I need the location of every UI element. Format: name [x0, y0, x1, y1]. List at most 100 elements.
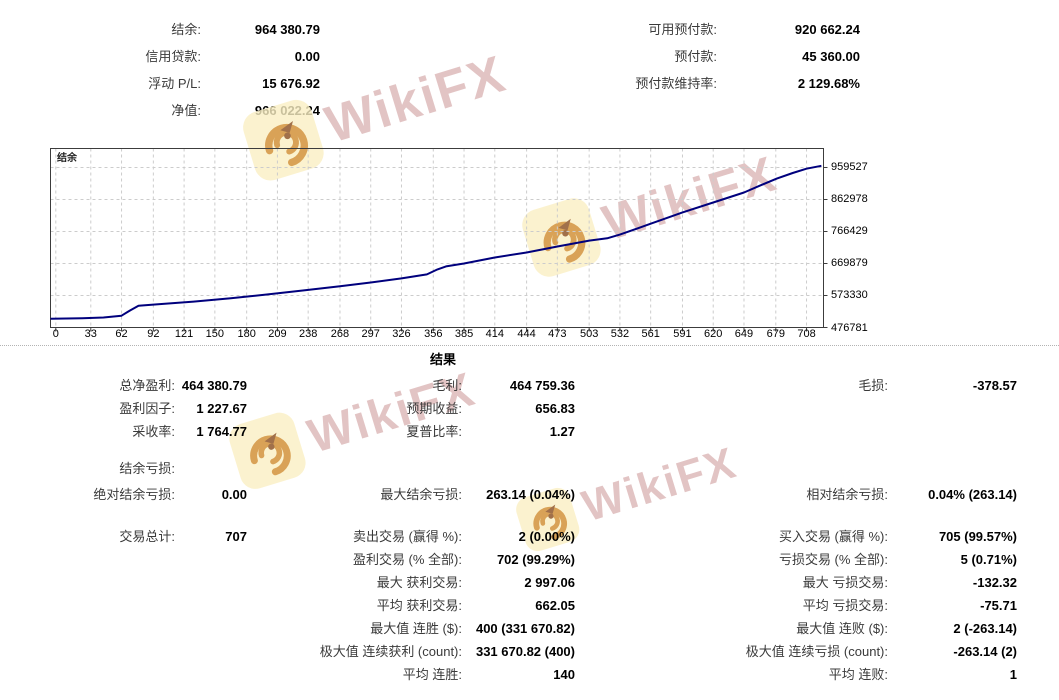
results-header: 结果: [429, 352, 456, 367]
stat-value: [175, 457, 247, 480]
stat-label: 毛利:: [432, 378, 462, 393]
stat-row: 绝对结余亏损: 0.00 最大结余亏损: 263.14 (0.04%) 相对结余亏损: 0…: [0, 483, 1059, 506]
stat-value: [175, 640, 247, 663]
stat-value: 656.83: [535, 401, 575, 416]
stat-value: -75.71: [980, 598, 1017, 613]
summary-label: 可用预付款:: [648, 22, 717, 37]
stat-value: [175, 617, 247, 640]
stat-label: 卖出交易 (赢得 %):: [352, 529, 462, 544]
stat-label: 盈利交易 (% 全部):: [352, 552, 462, 567]
summary-row: 预付款维持率: 2 129.68%: [530, 70, 860, 97]
stat-value: [888, 457, 1017, 480]
x-tick-label: 620: [704, 328, 723, 340]
x-tick-label: 121: [174, 328, 194, 340]
stat-label: 毛损:: [858, 378, 888, 393]
stat-row: 结余亏损:: [0, 457, 1059, 480]
x-tick-label: 326: [392, 328, 411, 340]
stat-value: 1: [1009, 667, 1017, 682]
summary-row: 浮动 P/L: 15 676.92: [0, 70, 320, 97]
summary-value: 920 662.24: [794, 22, 860, 37]
y-tick-label: 573330: [831, 289, 868, 302]
stat-label: 极大值 连续获利 (count):: [319, 644, 462, 659]
stat-row: 最大 获利交易: 2 997.06 最大 亏损交易: -132.32: [0, 571, 1059, 594]
stat-value: 702 (99.29%): [496, 552, 575, 567]
summary-row: 预付款: 45 360.00: [530, 43, 860, 70]
balance-chart: 结余 0 33 62 92 121 150 180 209 238 268 297 326 356 385…: [0, 140, 1059, 346]
stat-value: [175, 594, 247, 617]
x-tick-label: 92: [147, 328, 160, 340]
stat-value: 2 997.06: [524, 575, 575, 590]
wikifx-watermark-text: WikiFX: [318, 44, 513, 155]
stat-label: 绝对结余亏损:: [93, 487, 175, 502]
stat-value: [175, 663, 247, 686]
stat-value: 1 227.67: [196, 401, 247, 416]
stat-label: [575, 420, 888, 443]
stat-label: 交易总计:: [119, 529, 175, 544]
stat-label: 亏损交易 (% 全部):: [778, 552, 888, 567]
stat-value: -378.57: [972, 378, 1017, 393]
stat-label: [0, 617, 175, 640]
stat-value: 1.27: [549, 424, 575, 439]
stat-value: 0.04% (263.14): [928, 487, 1017, 502]
stat-label: 相对结余亏损:: [806, 487, 888, 502]
stat-value: 2 (-263.14): [953, 621, 1017, 636]
summary-label: 净值:: [171, 103, 201, 118]
stat-value: [175, 548, 247, 571]
stat-value: [888, 397, 1017, 420]
x-tick-label: 62: [115, 328, 128, 340]
stat-label: 平均 获利交易:: [376, 598, 462, 613]
x-tick-label: 268: [330, 328, 350, 340]
stat-row: 盈利因子: 1 227.67 预期收益: 656.83: [0, 397, 1059, 420]
stat-label: 买入交易 (赢得 %):: [778, 529, 888, 544]
stat-row: 采收率: 1 764.77 夏普比率: 1.27: [0, 420, 1059, 443]
summary-value: 0.00: [294, 49, 320, 64]
stat-value: 1 764.77: [196, 424, 247, 439]
x-tick-label: 414: [485, 328, 504, 340]
stat-value: 2 (0.00%): [518, 529, 575, 544]
stat-label: 最大结余亏损:: [380, 487, 462, 502]
stat-label: 采收率:: [132, 424, 175, 439]
stat-row: 总净盈利: 464 380.79 毛利: 464 759.36 毛损: -378.57: [0, 374, 1059, 397]
stat-row: 最大值 连胜 ($): 400 (331 670.82) 最大值 连败 ($): 2 …: [0, 617, 1059, 640]
summary-row: 结余: 964 380.79: [0, 16, 320, 43]
x-tick-label: 209: [268, 328, 287, 340]
x-tick-label: 356: [424, 328, 443, 340]
stat-label: 结余亏损:: [119, 461, 175, 476]
summary-row: 可用预付款: 920 662.24: [530, 16, 860, 43]
stat-value: [888, 420, 1017, 443]
summary-row: 信用贷款: 0.00: [0, 43, 320, 70]
stat-row: 平均 连胜: 140 平均 连败: 1: [0, 663, 1059, 686]
summary-label: 结余:: [171, 22, 201, 37]
stat-label: [0, 594, 175, 617]
summary-left-block: 结余: 964 380.79 信用贷款: 0.00 浮动 P/L: 15 676.92 净值…: [0, 16, 320, 124]
y-tick-label: 862978: [831, 193, 868, 206]
stat-value: -263.14 (2): [953, 644, 1017, 659]
y-tick-label: 669879: [831, 257, 868, 270]
stat-label: [0, 640, 175, 663]
x-tick-label: 591: [673, 328, 692, 340]
summary-label: 信用贷款:: [145, 49, 201, 64]
y-tick-label: 476781: [831, 321, 868, 334]
stat-row: 盈利交易 (% 全部): 702 (99.29%) 亏损交易 (% 全部): 5 (0…: [0, 548, 1059, 571]
stat-value: 331 670.82 (400): [475, 644, 575, 659]
summary-label: 预付款:: [674, 49, 717, 64]
y-tick-label: 766429: [831, 225, 868, 238]
stat-label: 最大值 连败 ($):: [796, 621, 888, 636]
summary-value: 45 360.00: [802, 49, 860, 64]
stat-label: [575, 457, 888, 480]
x-tick-label: 649: [734, 328, 754, 340]
x-tick-label: 297: [361, 328, 380, 340]
stat-value: 705 (99.57%): [938, 529, 1017, 544]
stat-value: 662.05: [535, 598, 575, 613]
stat-row: 交易总计: 707 卖出交易 (赢得 %): 2 (0.00%) 买入交易 (赢得 %)…: [0, 525, 1059, 548]
x-tick-label: 150: [205, 328, 225, 340]
stat-value: 140: [553, 667, 575, 682]
summary-value: 966 022.24: [254, 103, 320, 118]
x-tick-label: 180: [237, 328, 256, 340]
stat-value: [462, 457, 575, 480]
stat-label: 平均 亏损交易:: [802, 598, 888, 613]
stat-value: [175, 571, 247, 594]
stat-label: 平均 连胜:: [402, 667, 462, 682]
stat-label: 总净盈利:: [119, 378, 175, 393]
